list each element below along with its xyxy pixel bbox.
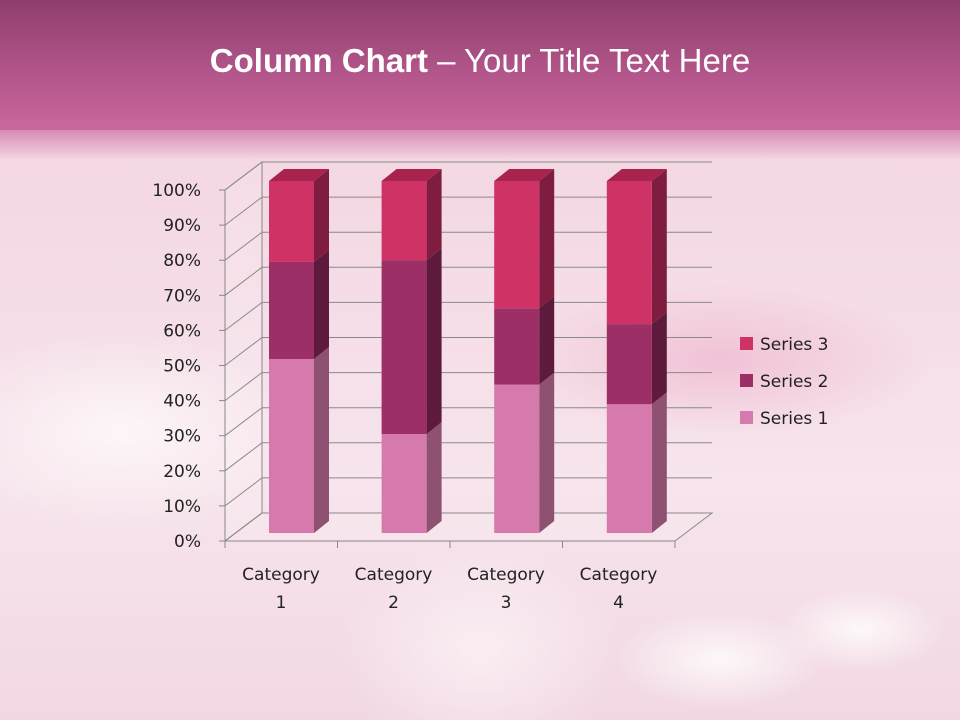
bar-side-2	[651, 312, 667, 405]
legend-label-series-3: Series 3	[760, 335, 829, 355]
bar-series-1-category-4	[606, 404, 652, 533]
x-category-label: Category	[242, 565, 320, 585]
y-tick-label: 20%	[163, 462, 201, 482]
bar-series-2-category-4	[606, 324, 652, 405]
legend-label-series-1: Series 1	[760, 409, 829, 429]
bar-series-1-category-1	[269, 359, 314, 533]
background-photo	[0, 130, 960, 720]
gridline	[224, 301, 712, 331]
gridline	[224, 442, 712, 472]
y-tick-label: 30%	[163, 427, 201, 447]
gridline	[224, 372, 712, 401]
bar-top	[381, 169, 442, 181]
title-rest: – Your Title Text Here	[427, 42, 751, 79]
y-tick-label: 10%	[163, 497, 201, 517]
y-tick-label: 80%	[163, 251, 201, 271]
gridline	[224, 512, 712, 542]
y-tick-label: 0%	[174, 532, 201, 552]
y-tick-label: 70%	[163, 286, 201, 306]
bar-side-1	[651, 392, 667, 533]
y-tick-label: 100%	[152, 181, 201, 201]
bar-top	[269, 169, 329, 181]
title-bar	[0, 0, 960, 160]
bar-side-2	[426, 248, 442, 435]
x-category-label: 1	[276, 593, 287, 613]
bar-side-3	[426, 169, 442, 261]
y-tick-label: 60%	[163, 321, 201, 341]
bar-series-2-category-2	[381, 260, 427, 435]
gridline	[224, 161, 712, 191]
bar-series-1-category-3	[494, 384, 540, 533]
gridline	[224, 266, 712, 296]
gridline	[224, 477, 712, 507]
x-category-label: Category	[467, 565, 545, 585]
bar-side-1	[426, 422, 442, 533]
gridline	[224, 337, 712, 366]
x-category-label: Category	[580, 565, 658, 585]
x-category-label: Category	[355, 565, 433, 585]
gridline	[224, 196, 712, 226]
legend-swatch-series-2	[740, 374, 753, 387]
bar-series-3-category-2	[381, 181, 427, 261]
legend-label-series-2: Series 2	[760, 372, 829, 392]
bar-top	[494, 169, 555, 181]
bar-series-2-category-3	[494, 308, 540, 385]
bar-top	[606, 169, 667, 181]
x-category-label: 3	[501, 593, 512, 613]
bar-side-1	[314, 347, 329, 533]
legend-swatch-series-1	[740, 411, 753, 424]
bar-side-3	[651, 169, 667, 325]
title-bold: Column Chart	[209, 42, 428, 79]
y-tick-label: 50%	[163, 357, 201, 377]
bar-series-3-category-3	[494, 181, 540, 309]
slide-title: Column Chart – Your Title Text Here	[0, 42, 960, 80]
bar-side-2	[314, 249, 329, 360]
gridline	[224, 231, 712, 261]
bar-side-3	[314, 169, 329, 262]
x-category-label: 2	[388, 593, 399, 613]
bar-series-3-category-4	[606, 181, 652, 325]
bar-side-1	[539, 372, 555, 533]
y-tick-label: 40%	[163, 392, 201, 412]
bar-side-2	[539, 296, 555, 385]
y-tick-label: 90%	[163, 216, 201, 236]
bar-series-1-category-2	[381, 434, 427, 533]
bar-side-3	[539, 169, 555, 309]
gridline	[224, 407, 712, 437]
legend-swatch-series-3	[740, 337, 753, 350]
bar-series-2-category-1	[269, 261, 314, 360]
x-category-label: 4	[613, 593, 624, 613]
bar-series-3-category-1	[269, 181, 314, 262]
